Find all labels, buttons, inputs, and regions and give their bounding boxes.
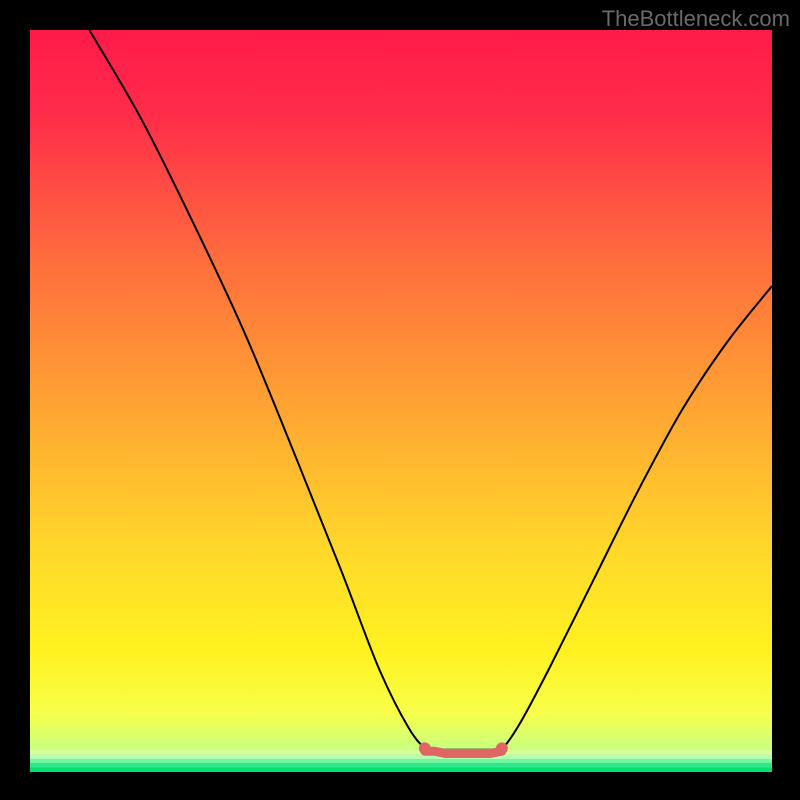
flat-segment-end-left [419,742,431,754]
watermark-text: TheBottleneck.com [602,6,790,32]
plot-area [30,30,772,772]
flat-bottom-segment [425,751,502,753]
main-v-curve [89,30,772,752]
chart-root: TheBottleneck.com [0,0,800,800]
chart-curves-layer [30,30,772,772]
flat-segment-end-right [496,742,508,754]
